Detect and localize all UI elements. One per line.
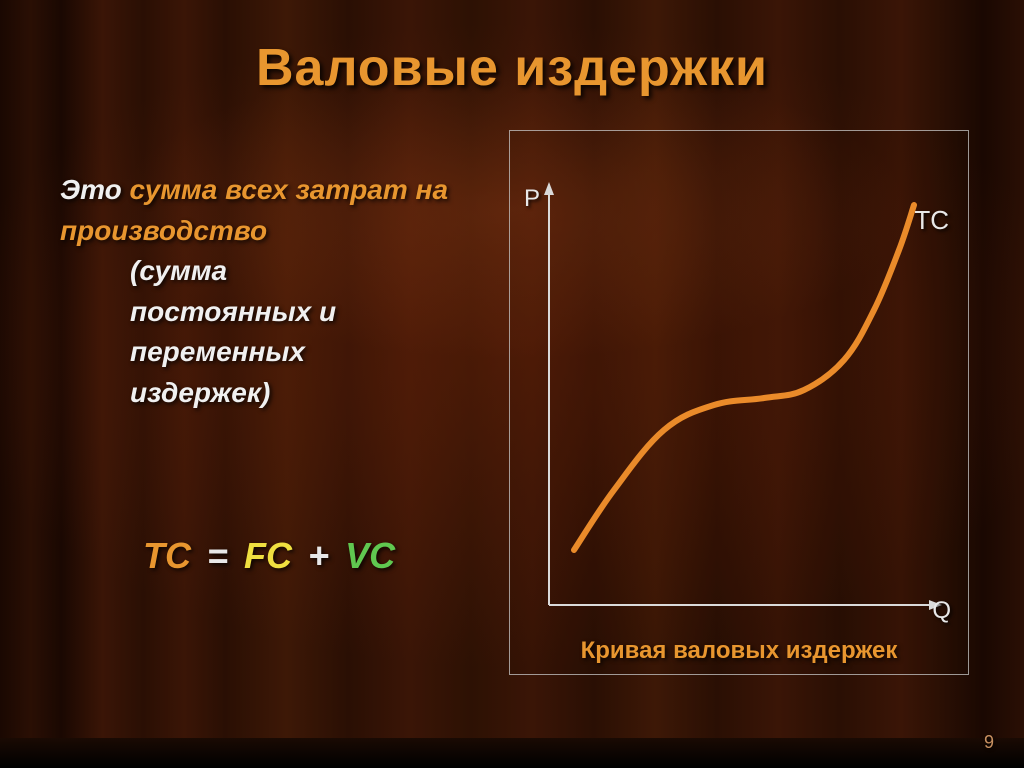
cost-formula: TC = FC + VC	[140, 535, 398, 577]
axes-group	[544, 182, 942, 610]
definition-suffix-1: постоянных и	[60, 292, 480, 333]
definition-suffix-3: издержек)	[60, 373, 480, 414]
y-axis-label: P	[524, 185, 540, 213]
slide-title: Валовые издержки	[0, 38, 1024, 98]
chart-caption: Кривая валовых издержек	[509, 637, 969, 665]
formula-fc: FC	[244, 535, 292, 576]
formula-tc: TC	[143, 535, 191, 576]
chart-svg	[544, 180, 944, 610]
formula-eq: =	[197, 535, 238, 576]
x-axis-label: Q	[932, 597, 951, 625]
definition-prefix: Это	[60, 174, 130, 205]
formula-plus: +	[298, 535, 339, 576]
page-number: 9	[984, 732, 994, 753]
definition-text: Это сумма всех затрат на производство (с…	[60, 170, 480, 414]
formula-vc: VC	[345, 535, 395, 576]
cost-curve-chart: P TC Q Кривая валовых издержек	[509, 130, 969, 675]
tc-curve	[574, 205, 914, 550]
definition-suffix-0: (сумма	[60, 251, 480, 292]
stage-floor	[0, 738, 1024, 768]
definition-suffix-2: переменных	[60, 332, 480, 373]
